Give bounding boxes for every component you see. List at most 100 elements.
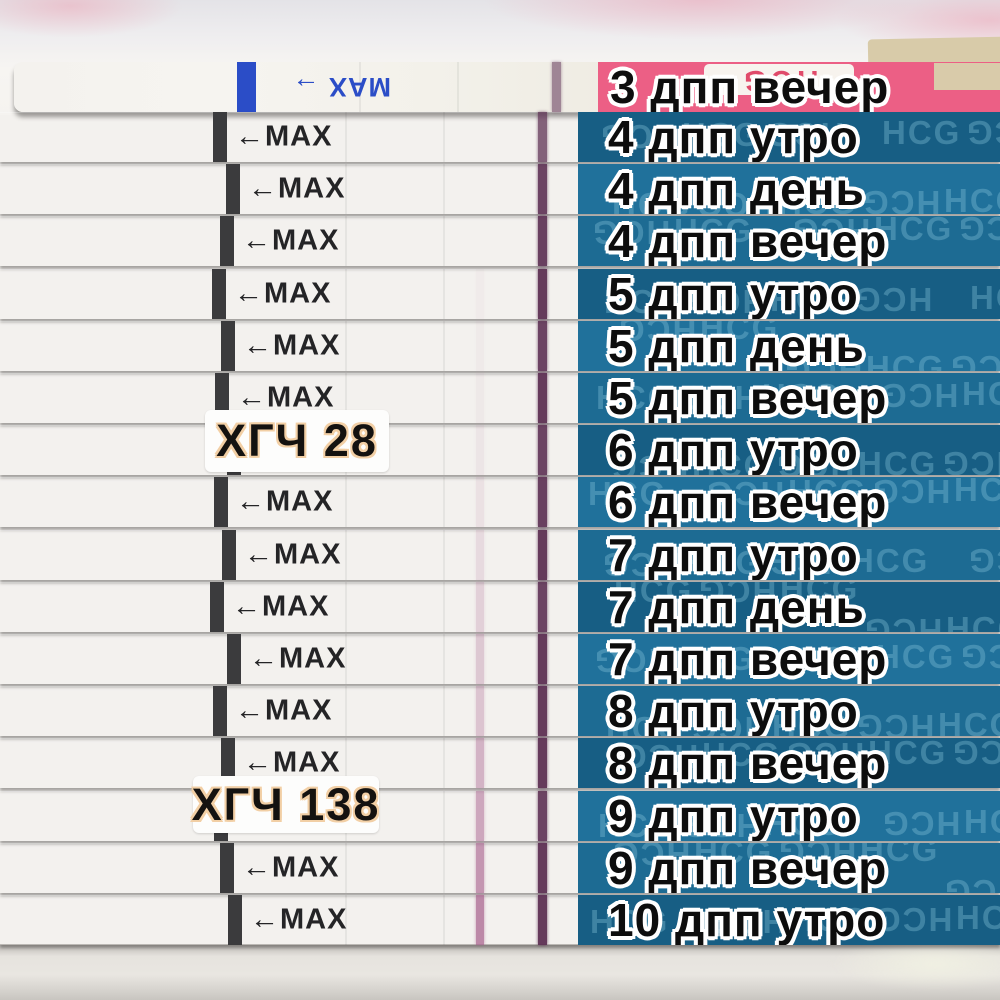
test-line [476, 634, 484, 684]
max-label: ←MAX [236, 485, 334, 518]
test-strip: ←MAX HCGHCGHCGHCGHCG 9 дпп вечер [0, 843, 1000, 893]
label-area: HCGHCGHCGHCGHCG 10 дпп утро [578, 895, 1000, 945]
hcg-annotation-138: ХГЧ 138 [192, 776, 379, 833]
hcg-watermark-text: HCG [692, 447, 772, 475]
brand-window: HCG [704, 64, 854, 97]
label-area: HCGHCGHCGHCGHCG 7 дпп утро [578, 530, 1000, 580]
max-label: ←MAX [232, 590, 330, 623]
hcg-watermark-text: HCG [682, 116, 762, 153]
hcg-watermark-text: HCG [879, 377, 959, 414]
strip-seam [345, 530, 347, 580]
hcg-watermark-text: HCG [949, 349, 1000, 371]
control-line [538, 216, 547, 266]
control-line [538, 895, 547, 945]
tissue-blob [830, 938, 1000, 990]
test-strip: ←MAX HCGHCGHCGHCGHCG 6 дпп вечер [0, 477, 1000, 527]
strip-seam [345, 738, 347, 788]
hcg-watermark-text: HCG [598, 807, 678, 841]
strip-day-label: 5 дпп день [608, 321, 865, 371]
max-marker-bar [227, 634, 241, 684]
strip-day-label: 4 дпп вечер [608, 216, 888, 266]
max-label: ←MAX [237, 381, 335, 414]
test-line [476, 895, 484, 945]
hcg-watermark-text: HCG [866, 349, 946, 371]
strip-day-label: 8 дпп вечер [608, 738, 888, 788]
max-line: MAX → [261, 62, 392, 69]
strip-seam [345, 269, 347, 319]
max-label: ←MAX [235, 694, 333, 727]
hcg-watermark-text: HCG [674, 216, 754, 249]
max-label: ←MAX [243, 746, 341, 779]
hcg-watermark-text: HCG [956, 899, 1000, 936]
strip-day-label: 8 дпп утро [608, 686, 859, 736]
test-line [476, 373, 484, 423]
label-area: HCGHCGHCGHCGHCG 5 дпп вечер [578, 373, 1000, 423]
hcg-watermark-text: HCG [590, 903, 670, 940]
hcg-watermark-text: HCG [588, 477, 668, 512]
strip-seam [345, 477, 347, 527]
hcg-watermark-text: HCG [788, 477, 868, 510]
strip-seam [345, 321, 347, 371]
strip-seam [443, 895, 445, 945]
test-strip: ←MAX HCGHCGHCGHCGHCG 4 дпп день [0, 164, 1000, 214]
max-label: ←MAX [250, 903, 348, 936]
test-line [476, 582, 484, 632]
strip-seam [359, 62, 361, 112]
hcg-watermark-layer: HCGHCGHCGHCGHCG [578, 686, 1000, 736]
control-line [538, 321, 547, 371]
max-marker-bar [220, 843, 234, 893]
strip-day-label: 10 дпп утро [608, 895, 886, 945]
strip-seam [443, 791, 445, 841]
strip-day-label: 5 дпп вечер [608, 373, 888, 423]
test-line [476, 738, 484, 788]
max-marker-bar [221, 738, 235, 788]
hcg-watermark-text: HCG [946, 610, 1000, 632]
hcg-watermark-text: HCG [612, 186, 692, 214]
hcg-watermark-layer: HCGHCGHCGHCGHCG [578, 477, 1000, 527]
label-area: HCGHCGHCGHCGHCG 8 дпп вечер [578, 738, 1000, 788]
control-line [538, 373, 547, 423]
max-marker-bar [213, 112, 227, 162]
hcg-watermark-text: HCG [959, 638, 1000, 675]
max-marker-bar [220, 216, 234, 266]
strip-seam [345, 373, 347, 423]
max-label: ←MAX [249, 642, 347, 675]
hcg-annotation-28-text: ХГЧ 28 [216, 415, 378, 466]
max-marker-bar [221, 321, 235, 371]
strip-seam [443, 477, 445, 527]
label-area: HCGHCGHCGHCGHCG 7 дпп вечер [578, 634, 1000, 684]
hcg-watermark-text: HCG [941, 445, 1000, 475]
label-area: HCG 3 дпп вечер [598, 62, 1000, 112]
max-label: ←MAX [244, 538, 342, 571]
test-strip: ←MAX HCGHCGHCGHCGHCG 4 дпп вечер [0, 216, 1000, 266]
strip-day-label: 5 дпп утро [608, 269, 859, 319]
strip-day-label: 3 дпп вечер [610, 62, 890, 112]
strip-seam [443, 425, 445, 475]
hcg-watermark-text: HCG [855, 708, 935, 736]
strip-seam [443, 843, 445, 893]
control-line [538, 791, 547, 841]
hcg-watermark-text: HCG [881, 805, 961, 841]
label-area: HCGHCGHCGHCGHCG 4 дпп утро [578, 112, 1000, 162]
hcg-watermark-text: HCG [874, 216, 954, 247]
strip-seam [443, 738, 445, 788]
hcg-watermark-text: HCG [702, 738, 782, 773]
control-line [538, 634, 547, 684]
strip-seam [345, 686, 347, 736]
strip-seam [345, 582, 347, 632]
strip-seam [443, 216, 445, 266]
strip-seam [443, 582, 445, 632]
max-label: ←MAX [235, 120, 333, 153]
strip-seam [443, 530, 445, 580]
hcg-watermark-text: HCG [606, 710, 686, 736]
strip-seam [345, 895, 347, 945]
hcg-watermark-layer: HCGHCGHCGHCGHCG [578, 373, 1000, 423]
strip-seam [457, 62, 459, 112]
hcg-watermark-text: HCG [778, 184, 858, 214]
hcg-watermark-layer: HCGHCGHCGHCGHCG [578, 425, 1000, 475]
max-marker-bar [214, 477, 228, 527]
hcg-watermark-text: HCG [868, 738, 948, 771]
hcg-watermark-text: HCG [676, 640, 756, 677]
